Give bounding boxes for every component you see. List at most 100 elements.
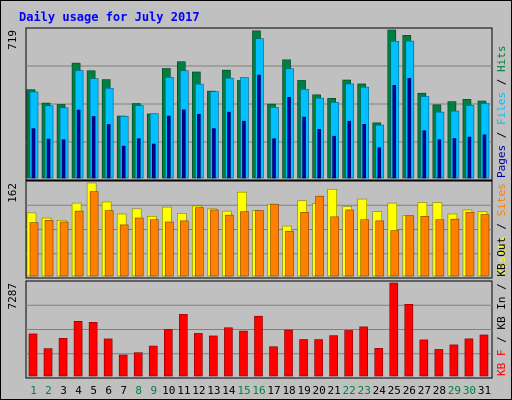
bar-kb-f-day-22 — [344, 330, 353, 377]
bar-sites-day-22 — [345, 209, 354, 277]
bar-pages-day-31 — [482, 134, 487, 179]
bar-pages-day-14 — [227, 111, 231, 179]
bar-kb-f-day-3 — [58, 338, 68, 377]
bar-kb-f-day-30 — [464, 338, 474, 377]
bar-kb-f-day-20 — [314, 339, 323, 377]
bar-kb-f-day-27 — [419, 339, 429, 377]
panel-middle-legend: Visits / Sites — [495, 183, 508, 276]
x-tick-label-day-31: 31 — [478, 384, 491, 397]
legend-separator: / — [495, 216, 508, 236]
x-tick-label-day-28: 28 — [433, 384, 446, 397]
bar-kb-f-day-10 — [163, 329, 173, 377]
x-tick-label-day-16: 16 — [252, 384, 265, 397]
x-tick-label-day-21: 21 — [328, 384, 341, 397]
bar-pages-day-10 — [166, 115, 171, 179]
bar-pages-day-3 — [61, 139, 66, 179]
bar-kb-f-day-13 — [209, 335, 218, 377]
bar-kb-f-day-7 — [118, 354, 128, 377]
bar-kb-f-day-15 — [239, 330, 248, 377]
bar-kb-f-day-5 — [88, 322, 98, 377]
bar-sites-day-2 — [44, 220, 54, 277]
x-tick-label-day-18: 18 — [282, 384, 295, 397]
x-tick-label-day-9: 9 — [150, 384, 157, 397]
bar-pages-day-9 — [151, 143, 156, 179]
x-tick-label-day-17: 17 — [267, 384, 280, 397]
x-tick-label-day-24: 24 — [373, 384, 387, 397]
bar-pages-day-28 — [437, 139, 442, 179]
bar-sites-day-13 — [210, 209, 219, 277]
bar-sites-day-14 — [225, 214, 234, 277]
panel-top-legend: Pages / Files / Hits — [495, 46, 508, 179]
x-tick-label-day-5: 5 — [90, 384, 97, 397]
x-tick-label-day-30: 30 — [463, 384, 476, 397]
x-tick-label-day-25: 25 — [388, 384, 401, 397]
legend-separator: / — [495, 72, 508, 92]
x-tick-label-day-1: 1 — [30, 384, 37, 397]
bar-sites-day-31 — [480, 214, 490, 277]
x-tick-label-day-14: 14 — [222, 384, 236, 397]
x-tick-label-day-23: 23 — [358, 384, 371, 397]
x-axis: 1 2 3 4 5 6 7 8 9 10 11 12 13 14 15 16 17 18 19 20 21 22 23 24 2… — [30, 384, 491, 397]
bar-kb-f-day-12 — [194, 333, 203, 377]
bar-sites-day-24 — [375, 220, 385, 277]
legend-item-files: Files — [495, 92, 508, 125]
panel-top: 719 Pages / Files / Hits — [6, 27, 508, 181]
x-tick-label-day-6: 6 — [105, 384, 112, 397]
bar-pages-day-18 — [287, 97, 291, 179]
bar-sites-day-7 — [119, 224, 129, 277]
x-tick-label-day-8: 8 — [135, 384, 142, 397]
bar-kb-f-day-2 — [43, 348, 53, 377]
legend-item-kb-out: KB Out — [495, 237, 508, 277]
bar-pages-day-15 — [242, 120, 246, 179]
x-tick-label-day-22: 22 — [343, 384, 356, 397]
bar-pages-day-17 — [272, 138, 276, 179]
bar-pages-day-4 — [76, 109, 81, 179]
bar-sites-day-3 — [59, 221, 69, 277]
bar-sites-day-26 — [405, 215, 415, 277]
panel-middle-ymax-label: 162 — [6, 183, 19, 203]
bar-pages-day-22 — [347, 120, 351, 179]
bar-pages-day-23 — [362, 123, 367, 179]
bar-sites-day-19 — [300, 211, 309, 277]
bar-kb-f-day-16 — [254, 315, 263, 377]
bar-sites-day-25 — [390, 230, 400, 277]
x-tick-label-day-12: 12 — [192, 384, 205, 397]
x-tick-label-day-11: 11 — [177, 384, 190, 397]
bar-pages-day-7 — [121, 145, 126, 179]
bar-kb-f-day-19 — [299, 339, 308, 377]
bar-sites-day-20 — [315, 195, 324, 277]
bar-pages-day-26 — [407, 78, 412, 179]
bar-kb-f-day-9 — [148, 345, 158, 377]
panel-bottom: 7287 KB F / KB In / KB Out — [6, 237, 508, 379]
panel-middle: 162 Visits / Sites — [6, 180, 508, 279]
x-tick-label-day-15: 15 — [237, 384, 250, 397]
bar-kb-f-day-28 — [434, 349, 444, 377]
x-tick-label-day-26: 26 — [403, 384, 416, 397]
bar-sites-day-17 — [270, 203, 279, 277]
bar-kb-f-day-25 — [389, 282, 399, 377]
legend-item-kb-f: KB F — [495, 350, 508, 377]
bar-pages-day-30 — [467, 136, 472, 179]
bar-sites-day-10 — [164, 221, 174, 277]
bar-sites-day-12 — [195, 207, 204, 277]
legend-separator: / — [495, 125, 508, 145]
bar-kb-f-day-26 — [404, 303, 414, 377]
bar-sites-day-21 — [330, 216, 339, 277]
x-tick-label-day-4: 4 — [75, 384, 82, 397]
bar-sites-day-4 — [74, 210, 84, 277]
bar-pages-day-29 — [452, 138, 457, 179]
bar-kb-f-day-23 — [359, 326, 369, 377]
bar-pages-day-8 — [136, 138, 141, 179]
x-tick-label-day-27: 27 — [418, 384, 431, 397]
bar-kb-f-day-18 — [284, 329, 293, 377]
bar-sites-day-18 — [285, 230, 294, 277]
bar-kb-f-day-29 — [449, 344, 459, 377]
bar-sites-day-30 — [465, 211, 475, 277]
bar-sites-day-27 — [420, 215, 430, 277]
bar-sites-day-23 — [360, 219, 370, 277]
legend-item-kb-in: KB In — [495, 297, 508, 330]
bar-sites-day-9 — [149, 219, 159, 277]
bar-sites-day-29 — [450, 218, 460, 277]
